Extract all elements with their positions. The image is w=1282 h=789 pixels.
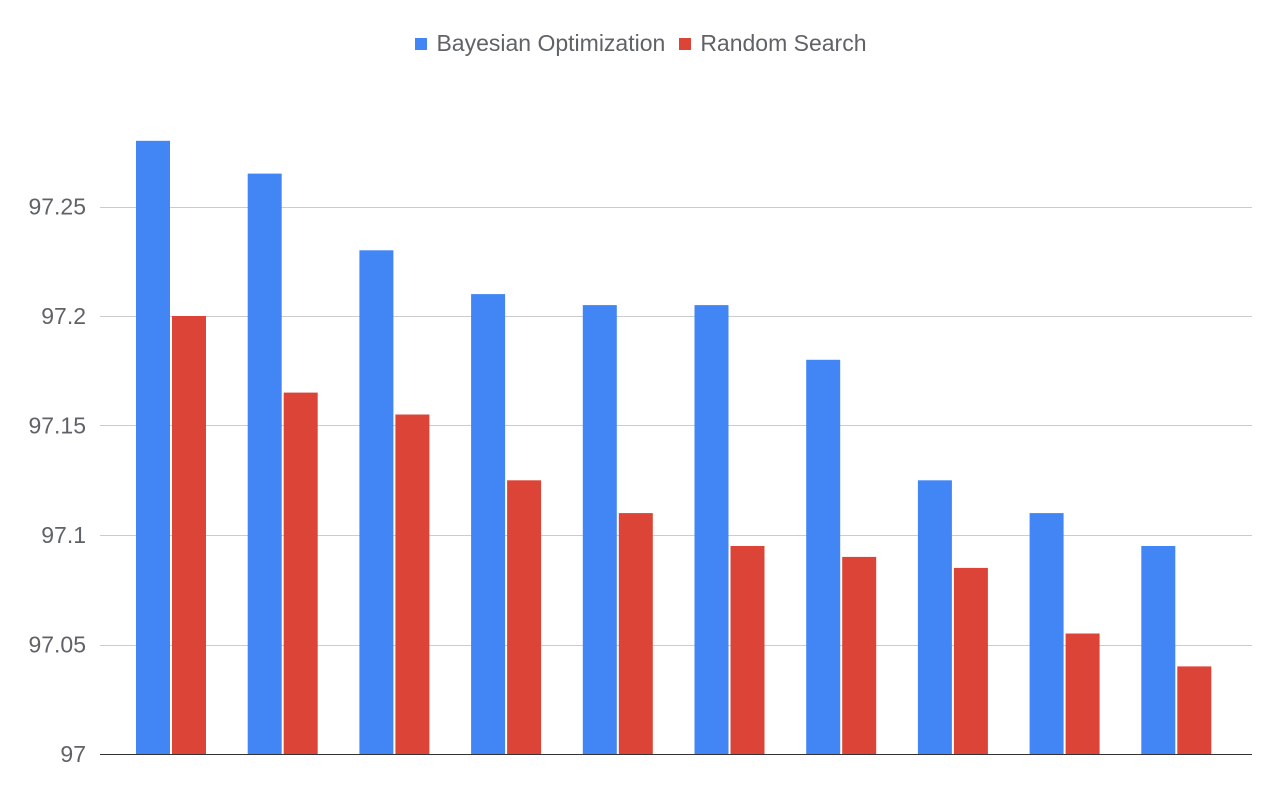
y-tick-label: 97.1 xyxy=(41,522,86,548)
legend-swatch-bayesian-optimization xyxy=(415,37,428,50)
bar-series-1-category-1[interactable] xyxy=(283,392,318,754)
bar-series-0-category-6[interactable] xyxy=(806,359,841,754)
bar-series-1-category-9[interactable] xyxy=(1177,666,1212,754)
bar-series-1-category-5[interactable] xyxy=(730,546,765,754)
y-tick-label: 97 xyxy=(60,741,86,767)
bar-series-0-category-1[interactable] xyxy=(247,173,282,755)
bar-series-1-category-4[interactable] xyxy=(618,513,653,754)
y-tick-label: 97.15 xyxy=(28,413,86,439)
bar-series-1-category-0[interactable] xyxy=(172,316,206,754)
y-tick-label: 97.2 xyxy=(41,303,86,329)
y-tick-label: 97.05 xyxy=(28,632,86,658)
bar-series-1-category-7[interactable] xyxy=(953,567,988,754)
legend-label-bayesian-optimization: Bayesian Optimization xyxy=(436,30,666,56)
bar-series-1-category-3[interactable] xyxy=(507,480,542,755)
legend-label-random-search: Random Search xyxy=(700,30,867,56)
bar-series-0-category-0[interactable] xyxy=(136,140,170,755)
bar-series-1-category-2[interactable] xyxy=(395,414,430,755)
bar-series-0-category-2[interactable] xyxy=(359,250,394,755)
legend-swatch-random-search xyxy=(679,37,692,50)
legend-item-bayesian-optimization[interactable]: Bayesian Optimization xyxy=(415,30,665,57)
bar-series-1-category-6[interactable] xyxy=(842,556,877,754)
y-tick-label: 97.25 xyxy=(28,194,86,220)
legend-item-random-search[interactable]: Random Search xyxy=(679,30,867,57)
bar-series-1-category-8[interactable] xyxy=(1065,633,1100,755)
bar-series-0-category-4[interactable] xyxy=(582,305,617,754)
legend: Bayesian Optimization Random Search xyxy=(0,30,1282,57)
bar-series-0-category-9[interactable] xyxy=(1141,546,1176,754)
bar-series-0-category-3[interactable] xyxy=(471,294,506,754)
bar-series-0-category-7[interactable] xyxy=(917,480,952,755)
bar-series-0-category-5[interactable] xyxy=(694,305,729,754)
bar-series-0-category-8[interactable] xyxy=(1029,513,1064,754)
